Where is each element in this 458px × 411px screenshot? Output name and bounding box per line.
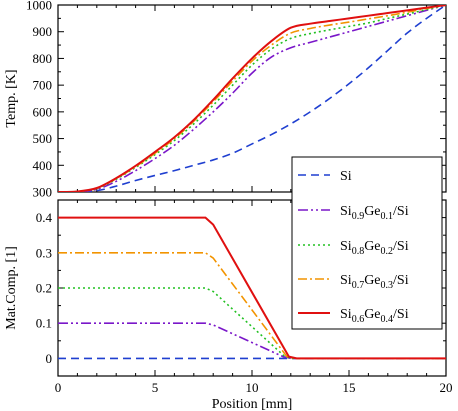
- legend-label-ge01: Si0.9Ge0.1/Si: [340, 204, 409, 222]
- legend-label-ge02: Si0.8Ge0.2/Si: [340, 239, 409, 257]
- top-y-tick-label: 600: [33, 104, 53, 119]
- temperature-panel: 300 400 500 600 700 800 900 1000 Temp. [K]: [4, 0, 447, 200]
- bottom-series-ge01: [58, 322, 446, 360]
- composition-panel: 0 5 10 15 20 0 0.1 0.2 0.3 0.4 Mat.Comp. [1] Positi…: [4, 199, 453, 411]
- legend-label-ge04: Si0.6Ge0.4/Si: [340, 307, 409, 325]
- legend-label-si: Si: [340, 169, 352, 184]
- bottom-y-tick-label: 0.3: [36, 245, 52, 260]
- legend: Si Si0.9Ge0.1/Si Si0.8Ge0.2/Si Si0.7Ge0.3/S…: [291, 156, 443, 330]
- top-y-tick-label: 300: [33, 185, 53, 200]
- top-y-tick-label: 900: [33, 24, 53, 39]
- top-series-ge04: [58, 5, 446, 192]
- top-series-si: [58, 5, 446, 192]
- bottom-y-tick-label: 0: [46, 351, 53, 366]
- top-y-axis-label: Temp. [K]: [4, 69, 19, 127]
- top-y-tick-label: 500: [33, 131, 53, 146]
- top-y-tick-label: 1000: [26, 0, 52, 13]
- bottom-x-tick-label: 10: [246, 380, 259, 395]
- bottom-x-axis-label: Position [mm]: [212, 397, 293, 411]
- legend-box: [291, 156, 443, 330]
- top-y-tick-label: 400: [33, 158, 53, 173]
- top-series-ge03: [58, 5, 446, 192]
- bottom-series-ge04: [58, 216, 446, 360]
- bottom-y-tick-label: 0.2: [36, 281, 52, 296]
- bottom-x-tick-label: 0: [55, 380, 62, 395]
- legend-label-ge03: Si0.7Ge0.3/Si: [340, 273, 409, 291]
- bottom-y-tick-label: 0.4: [36, 210, 53, 225]
- top-series-ge01: [58, 5, 446, 192]
- top-y-tick-label: 700: [33, 78, 53, 93]
- bottom-x-tick-label: 20: [440, 380, 453, 395]
- bottom-y-axis-label: Mat.Comp. [1]: [4, 246, 19, 330]
- bottom-y-tick-label: 0.1: [36, 316, 52, 331]
- bottom-x-tick-label: 5: [152, 380, 159, 395]
- bottom-x-tick-label: 15: [343, 380, 356, 395]
- top-y-tick-label: 800: [33, 51, 53, 66]
